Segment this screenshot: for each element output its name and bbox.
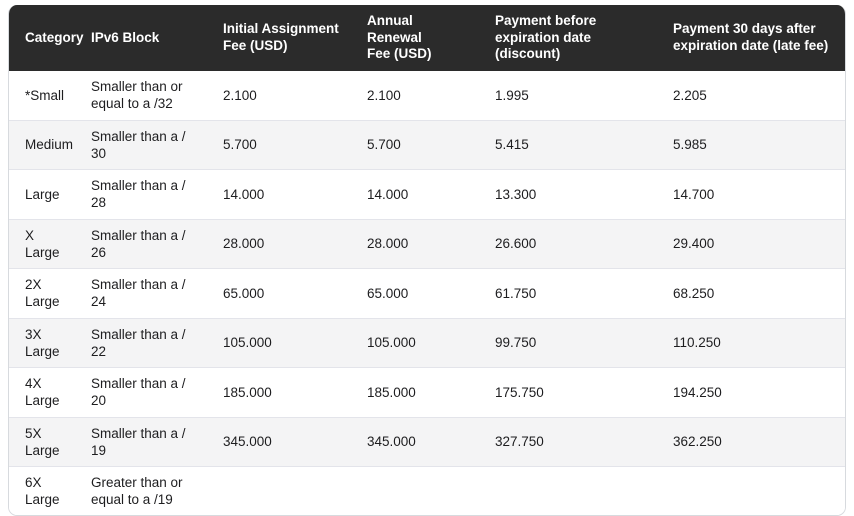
cell-ipv6-block: Smaller than or equal to a /32 [75,70,207,120]
cell-category: X Large [9,218,75,269]
cell-category: 2X Large [9,268,75,318]
col-header-payment-after: Payment 30 days after expiration date (l… [657,5,845,71]
cell-ipv6-block: Smaller than a / 26 [75,218,207,269]
cell-renewal-fee: 14.000 [351,169,479,219]
cell-category: Medium [9,119,75,170]
cell-renewal-fee: 185.000 [351,367,479,417]
cell-renewal-fee: 65.000 [351,268,479,318]
table-row: 6X Large Greater than or equal to a /19 [9,466,845,515]
cell-payment-before-discount: 1.995 [479,70,657,120]
table-row: 4X Large Smaller than a / 20 185.000 185.00… [9,367,845,417]
table-row: *Small Smaller than or equal to a /32 2.10… [9,70,845,120]
cell-payment-after-late-fee: 29.400 [657,218,845,269]
cell-ipv6-block: Greater than or equal to a /19 [75,466,207,515]
cell-initial-fee: 2.100 [207,70,351,120]
col-header-ipv6-block: IPv6 Block [75,5,207,71]
header-row: Category IPv6 Block Initial Assignment F… [9,5,845,71]
col-header-initial-fee: Initial Assignment Fee (USD) [207,5,351,71]
table-row: Large Smaller than a / 28 14.000 14.000 13.3… [9,169,845,219]
cell-category: 5X Large [9,416,75,467]
cell-category: 4X Large [9,367,75,417]
table-row: Medium Smaller than a / 30 5.700 5.700 5.415… [9,119,845,170]
cell-initial-fee: 345.000 [207,416,351,467]
cell-initial-fee [207,466,351,515]
table-row: X Large Smaller than a / 26 28.000 28.000 26… [9,218,845,269]
cell-payment-after-late-fee: 2.205 [657,70,845,120]
cell-payment-before-discount: 327.750 [479,416,657,467]
table-row: 5X Large Smaller than a / 19 345.000 345.00… [9,416,845,467]
cell-payment-after-late-fee [657,466,845,515]
cell-initial-fee: 65.000 [207,268,351,318]
cell-payment-before-discount: 175.750 [479,367,657,417]
cell-category: 3X Large [9,317,75,368]
cell-renewal-fee: 105.000 [351,317,479,368]
ipv6-pricing-table: Category IPv6 Block Initial Assignment F… [9,5,845,515]
cell-ipv6-block: Smaller than a / 24 [75,268,207,318]
cell-renewal-fee [351,466,479,515]
cell-category: Large [9,169,75,219]
col-header-category: Category [9,5,84,71]
cell-initial-fee: 14.000 [207,169,351,219]
cell-payment-before-discount [479,466,657,515]
cell-renewal-fee: 345.000 [351,416,479,467]
cell-ipv6-block: Smaller than a / 20 [75,367,207,417]
cell-ipv6-block: Smaller than a / 22 [75,317,207,368]
cell-initial-fee: 28.000 [207,218,351,269]
table-header: Category IPv6 Block Initial Assignment F… [9,5,845,71]
cell-payment-after-late-fee: 14.700 [657,169,845,219]
table-row: 3X Large Smaller than a / 22 105.000 105.00… [9,317,845,368]
cell-payment-before-discount: 61.750 [479,268,657,318]
cell-ipv6-block: Smaller than a / 19 [75,416,207,467]
table-row: 2X Large Smaller than a / 24 65.000 65.000 6… [9,268,845,318]
ipv6-pricing-table-card: Category IPv6 Block Initial Assignment F… [8,5,846,516]
col-header-payment-before: Payment before expiration date (discount… [479,5,657,71]
cell-category: 6X Large [9,466,75,515]
cell-payment-after-late-fee: 5.985 [657,119,845,170]
col-header-renewal-fee: Annual Renewal Fee (USD) [351,5,479,71]
cell-initial-fee: 185.000 [207,367,351,417]
cell-ipv6-block: Smaller than a / 28 [75,169,207,219]
cell-payment-after-late-fee: 110.250 [657,317,845,368]
cell-payment-after-late-fee: 68.250 [657,268,845,318]
table-body: *Small Smaller than or equal to a /32 2.10… [9,70,845,515]
cell-payment-after-late-fee: 362.250 [657,416,845,467]
cell-payment-before-discount: 26.600 [479,218,657,269]
cell-ipv6-block: Smaller than a / 30 [75,119,207,170]
cell-payment-after-late-fee: 194.250 [657,367,845,417]
cell-renewal-fee: 2.100 [351,70,479,120]
cell-category: *Small [9,70,75,120]
cell-renewal-fee: 28.000 [351,218,479,269]
cell-initial-fee: 105.000 [207,317,351,368]
cell-payment-before-discount: 13.300 [479,169,657,219]
cell-payment-before-discount: 5.415 [479,119,657,170]
cell-initial-fee: 5.700 [207,119,351,170]
cell-payment-before-discount: 99.750 [479,317,657,368]
cell-renewal-fee: 5.700 [351,119,479,170]
